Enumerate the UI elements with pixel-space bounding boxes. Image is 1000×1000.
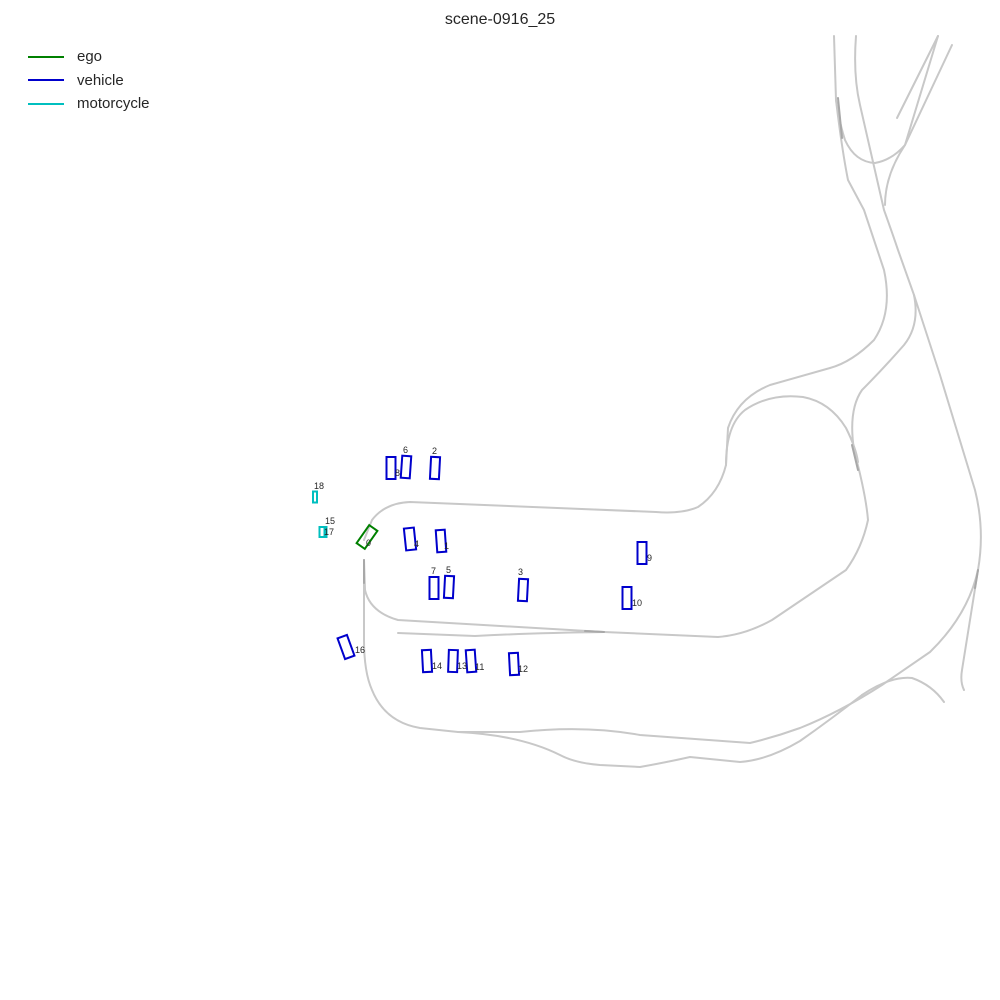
legend-item-vehicle: vehicle	[28, 69, 150, 93]
road-lane	[363, 99, 888, 541]
road-lane	[363, 35, 917, 638]
agent-label-5: 5	[446, 565, 451, 575]
agent-label-8: 8	[395, 468, 400, 478]
agent-label-17: 17	[324, 527, 334, 537]
road-dividers	[363, 97, 979, 633]
agent-label-12: 12	[518, 664, 528, 674]
vehicle-box-10	[621, 586, 633, 610]
legend: ego vehicle motorcycle	[28, 45, 150, 116]
road-lane	[884, 44, 953, 206]
vehicle-box-1	[434, 528, 448, 554]
vehicle-box-16	[336, 633, 356, 661]
road-lane	[397, 631, 605, 637]
agent-label-10: 10	[632, 598, 642, 608]
agent-label-13: 13	[457, 661, 467, 671]
agent-label-0: 0	[366, 538, 371, 548]
agent-label-15: 15	[325, 516, 335, 526]
vehicle-box-2	[428, 455, 442, 481]
legend-item-ego: ego	[28, 45, 150, 69]
motorcycle-box-17	[318, 526, 326, 538]
agent-label-6: 6	[403, 445, 408, 455]
legend-label-ego: ego	[77, 48, 103, 66]
agent-label-1: 1	[444, 541, 449, 551]
agent-label-7: 7	[431, 566, 436, 576]
agent-label-4: 4	[414, 539, 419, 549]
agent-label-2: 2	[432, 446, 437, 456]
road-lane	[457, 694, 863, 768]
ego-box-0	[355, 523, 379, 551]
road-lane	[833, 35, 939, 164]
road-network	[363, 35, 982, 768]
road-lane	[960, 569, 979, 691]
agent-label-14: 14	[432, 661, 442, 671]
vehicle-box-14	[420, 648, 434, 674]
vehicle-box-9	[636, 541, 648, 565]
legend-item-motorcycle: motorcycle	[28, 92, 150, 116]
vehicle-box-11	[464, 648, 478, 674]
road-lane	[861, 676, 945, 703]
road-lane	[896, 35, 939, 119]
vehicle-box-7	[428, 576, 440, 600]
vehicle-box-6	[399, 454, 413, 480]
legend-label-motorcycle: motorcycle	[77, 95, 150, 113]
lane-divider	[584, 630, 605, 633]
legend-swatch-vehicle	[28, 79, 64, 82]
vehicle-box-13	[447, 648, 459, 674]
agent-label-9: 9	[647, 553, 652, 563]
vehicle-box-4	[402, 526, 418, 552]
agent-label-3: 3	[518, 567, 523, 577]
legend-swatch-motorcycle	[28, 102, 64, 105]
lane-divider	[974, 569, 979, 589]
lane-divider	[837, 97, 843, 139]
road-lane	[725, 395, 859, 466]
agent-label-11: 11	[475, 662, 484, 672]
legend-label-vehicle: vehicle	[77, 71, 124, 89]
legend-swatch-ego	[28, 55, 64, 58]
agent-label-18: 18	[314, 481, 324, 491]
vehicle-box-8	[385, 456, 397, 480]
scene-title: scene-0916_25	[444, 11, 556, 28]
lane-divider	[851, 444, 859, 471]
vehicle-box-12	[507, 651, 521, 677]
agent-label-16: 16	[355, 645, 365, 655]
vehicle-box-3	[516, 577, 530, 603]
motorcycle-box-18	[312, 490, 318, 504]
vehicle-box-5	[442, 574, 456, 600]
